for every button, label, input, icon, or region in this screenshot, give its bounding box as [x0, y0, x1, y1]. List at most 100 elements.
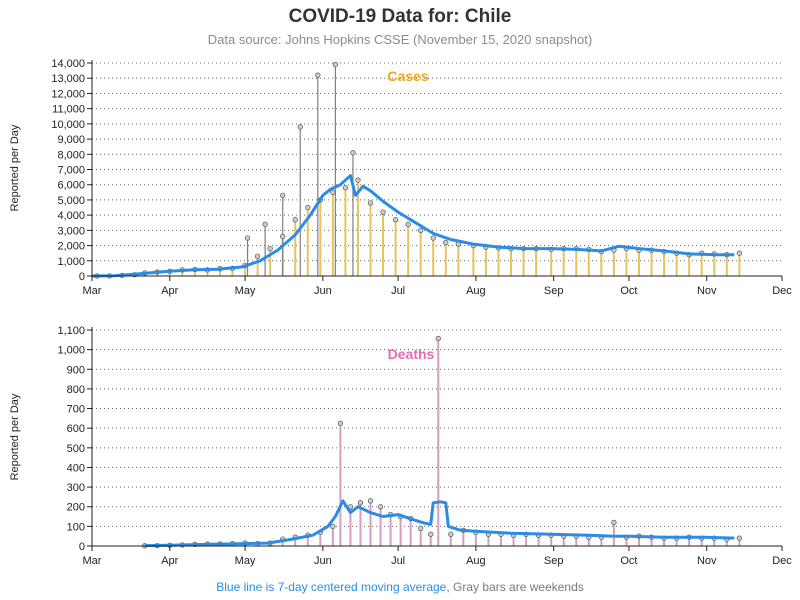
x-tick-label: Sep: [544, 285, 564, 297]
deaths-moving-average-line: [144, 499, 735, 548]
daily-marker: [342, 185, 349, 191]
daily-marker: [337, 420, 344, 426]
y-tick-label: 7,000: [57, 165, 85, 177]
daily-marker: [315, 72, 321, 78]
daily-marker: [244, 235, 251, 241]
y-tick-label: 400: [67, 462, 85, 474]
daily-marker: [377, 504, 384, 510]
footnote-weekend-text: Gray bars are weekends: [453, 580, 584, 594]
y-tick-label: 12,000: [51, 88, 85, 100]
daily-marker: [418, 525, 424, 531]
deaths-y-axis-label: Reported per Day: [9, 393, 21, 480]
y-tick-label: 13,000: [51, 73, 85, 85]
daily-marker: [435, 335, 441, 342]
y-tick-label: 0: [79, 271, 85, 283]
daily-marker: [267, 245, 273, 252]
daily-marker: [448, 531, 454, 537]
daily-marker: [405, 221, 411, 227]
deaths-markers: [142, 335, 742, 549]
y-tick-label: 10,000: [51, 119, 85, 131]
y-tick-label: 9,000: [57, 134, 85, 146]
chart-subtitle: Data source: Johns Hopkins CSSE (Novembe…: [207, 32, 593, 47]
daily-marker: [428, 531, 434, 537]
x-tick-label: Dec: [772, 555, 792, 567]
x-tick-label: Oct: [620, 285, 637, 297]
y-tick-label: 8,000: [57, 149, 85, 161]
y-tick-label: 4,000: [57, 210, 85, 222]
daily-marker: [367, 498, 374, 504]
x-tick-label: Mar: [83, 555, 102, 567]
x-tick-label: Apr: [161, 285, 178, 297]
x-tick-label: May: [235, 285, 256, 297]
cases-axes: 0 1,000 2,000 3,000 4,000 5,000 6,000 7,000 8,00…: [51, 58, 792, 297]
footnote-average-text: Blue line is 7-day centered moving avera…: [216, 580, 450, 594]
y-tick-label: 800: [67, 384, 85, 396]
y-tick-label: 3,000: [57, 225, 85, 237]
x-tick-label: Jun: [314, 285, 332, 297]
x-tick-label: Oct: [620, 555, 637, 567]
y-tick-label: 200: [67, 502, 85, 514]
daily-marker: [443, 239, 449, 246]
deaths-axes: 0 100 200 300 400 500 600 700 800 900 1,000 1,100 Ma…: [57, 325, 792, 567]
daily-marker: [430, 235, 436, 241]
daily-marker: [350, 150, 356, 156]
y-tick-label: 5,000: [57, 195, 85, 207]
y-tick-label: 500: [67, 443, 85, 455]
daily-marker: [330, 189, 336, 195]
y-tick-label: 1,000: [57, 256, 85, 268]
daily-marker: [736, 250, 742, 256]
daily-marker: [611, 519, 617, 526]
daily-marker: [254, 253, 261, 259]
x-tick-label: Sep: [544, 555, 564, 567]
x-tick-label: Jul: [391, 555, 405, 567]
cases-panel: 0 1,000 2,000 3,000 4,000 5,000 6,000 7,000 8,00…: [9, 58, 792, 297]
y-tick-label: 2,000: [57, 241, 85, 253]
daily-marker: [332, 61, 339, 68]
y-tick-label: 0: [79, 541, 85, 553]
x-tick-label: Jul: [391, 285, 405, 297]
daily-marker: [357, 500, 364, 506]
daily-marker: [297, 124, 303, 130]
x-tick-label: Aug: [466, 555, 486, 567]
cases-moving-average-line: [91, 174, 735, 278]
daily-marker: [355, 177, 361, 183]
y-tick-label: 300: [67, 482, 85, 494]
daily-marker: [262, 221, 268, 227]
daily-marker: [380, 209, 386, 215]
y-tick-label: 700: [67, 404, 85, 416]
x-tick-label: Apr: [161, 555, 178, 567]
daily-marker: [330, 523, 336, 530]
daily-marker: [292, 217, 298, 223]
cases-panel-label: Cases: [387, 68, 428, 84]
cases-markers: [94, 61, 742, 279]
daily-marker: [280, 192, 286, 199]
x-tick-label: Dec: [772, 285, 792, 297]
y-tick-label: 600: [67, 423, 85, 435]
deaths-gridlines: [92, 329, 782, 527]
deaths-panel-label: Deaths: [388, 346, 435, 362]
deaths-bars: [143, 338, 741, 546]
daily-marker: [392, 217, 399, 223]
cases-y-axis-label: Reported per Day: [9, 124, 21, 211]
daily-marker: [736, 535, 742, 541]
y-tick-label: 6,000: [57, 180, 85, 192]
x-tick-label: Nov: [697, 285, 717, 297]
y-tick-label: 900: [67, 364, 85, 376]
x-tick-label: Jun: [314, 555, 332, 567]
y-tick-label: 1,100: [57, 325, 85, 337]
y-tick-label: 100: [67, 521, 85, 533]
cases-gridlines: [92, 62, 782, 262]
x-tick-label: Aug: [466, 285, 486, 297]
y-tick-label: 1,000: [57, 345, 85, 357]
daily-marker: [280, 233, 286, 240]
daily-marker: [418, 227, 424, 234]
footnote: Blue line is 7-day centered moving avera…: [0, 580, 800, 594]
daily-marker: [305, 204, 311, 211]
cases-bars: [96, 64, 741, 276]
x-tick-label: Nov: [697, 555, 717, 567]
x-tick-label: Mar: [83, 285, 102, 297]
y-tick-label: 11,000: [52, 104, 85, 116]
deaths-panel: 0 100 200 300 400 500 600 700 800 900 1,000 1,100 Ma…: [9, 325, 792, 567]
chart-title: COVID-19 Data for: Chile: [288, 6, 512, 27]
